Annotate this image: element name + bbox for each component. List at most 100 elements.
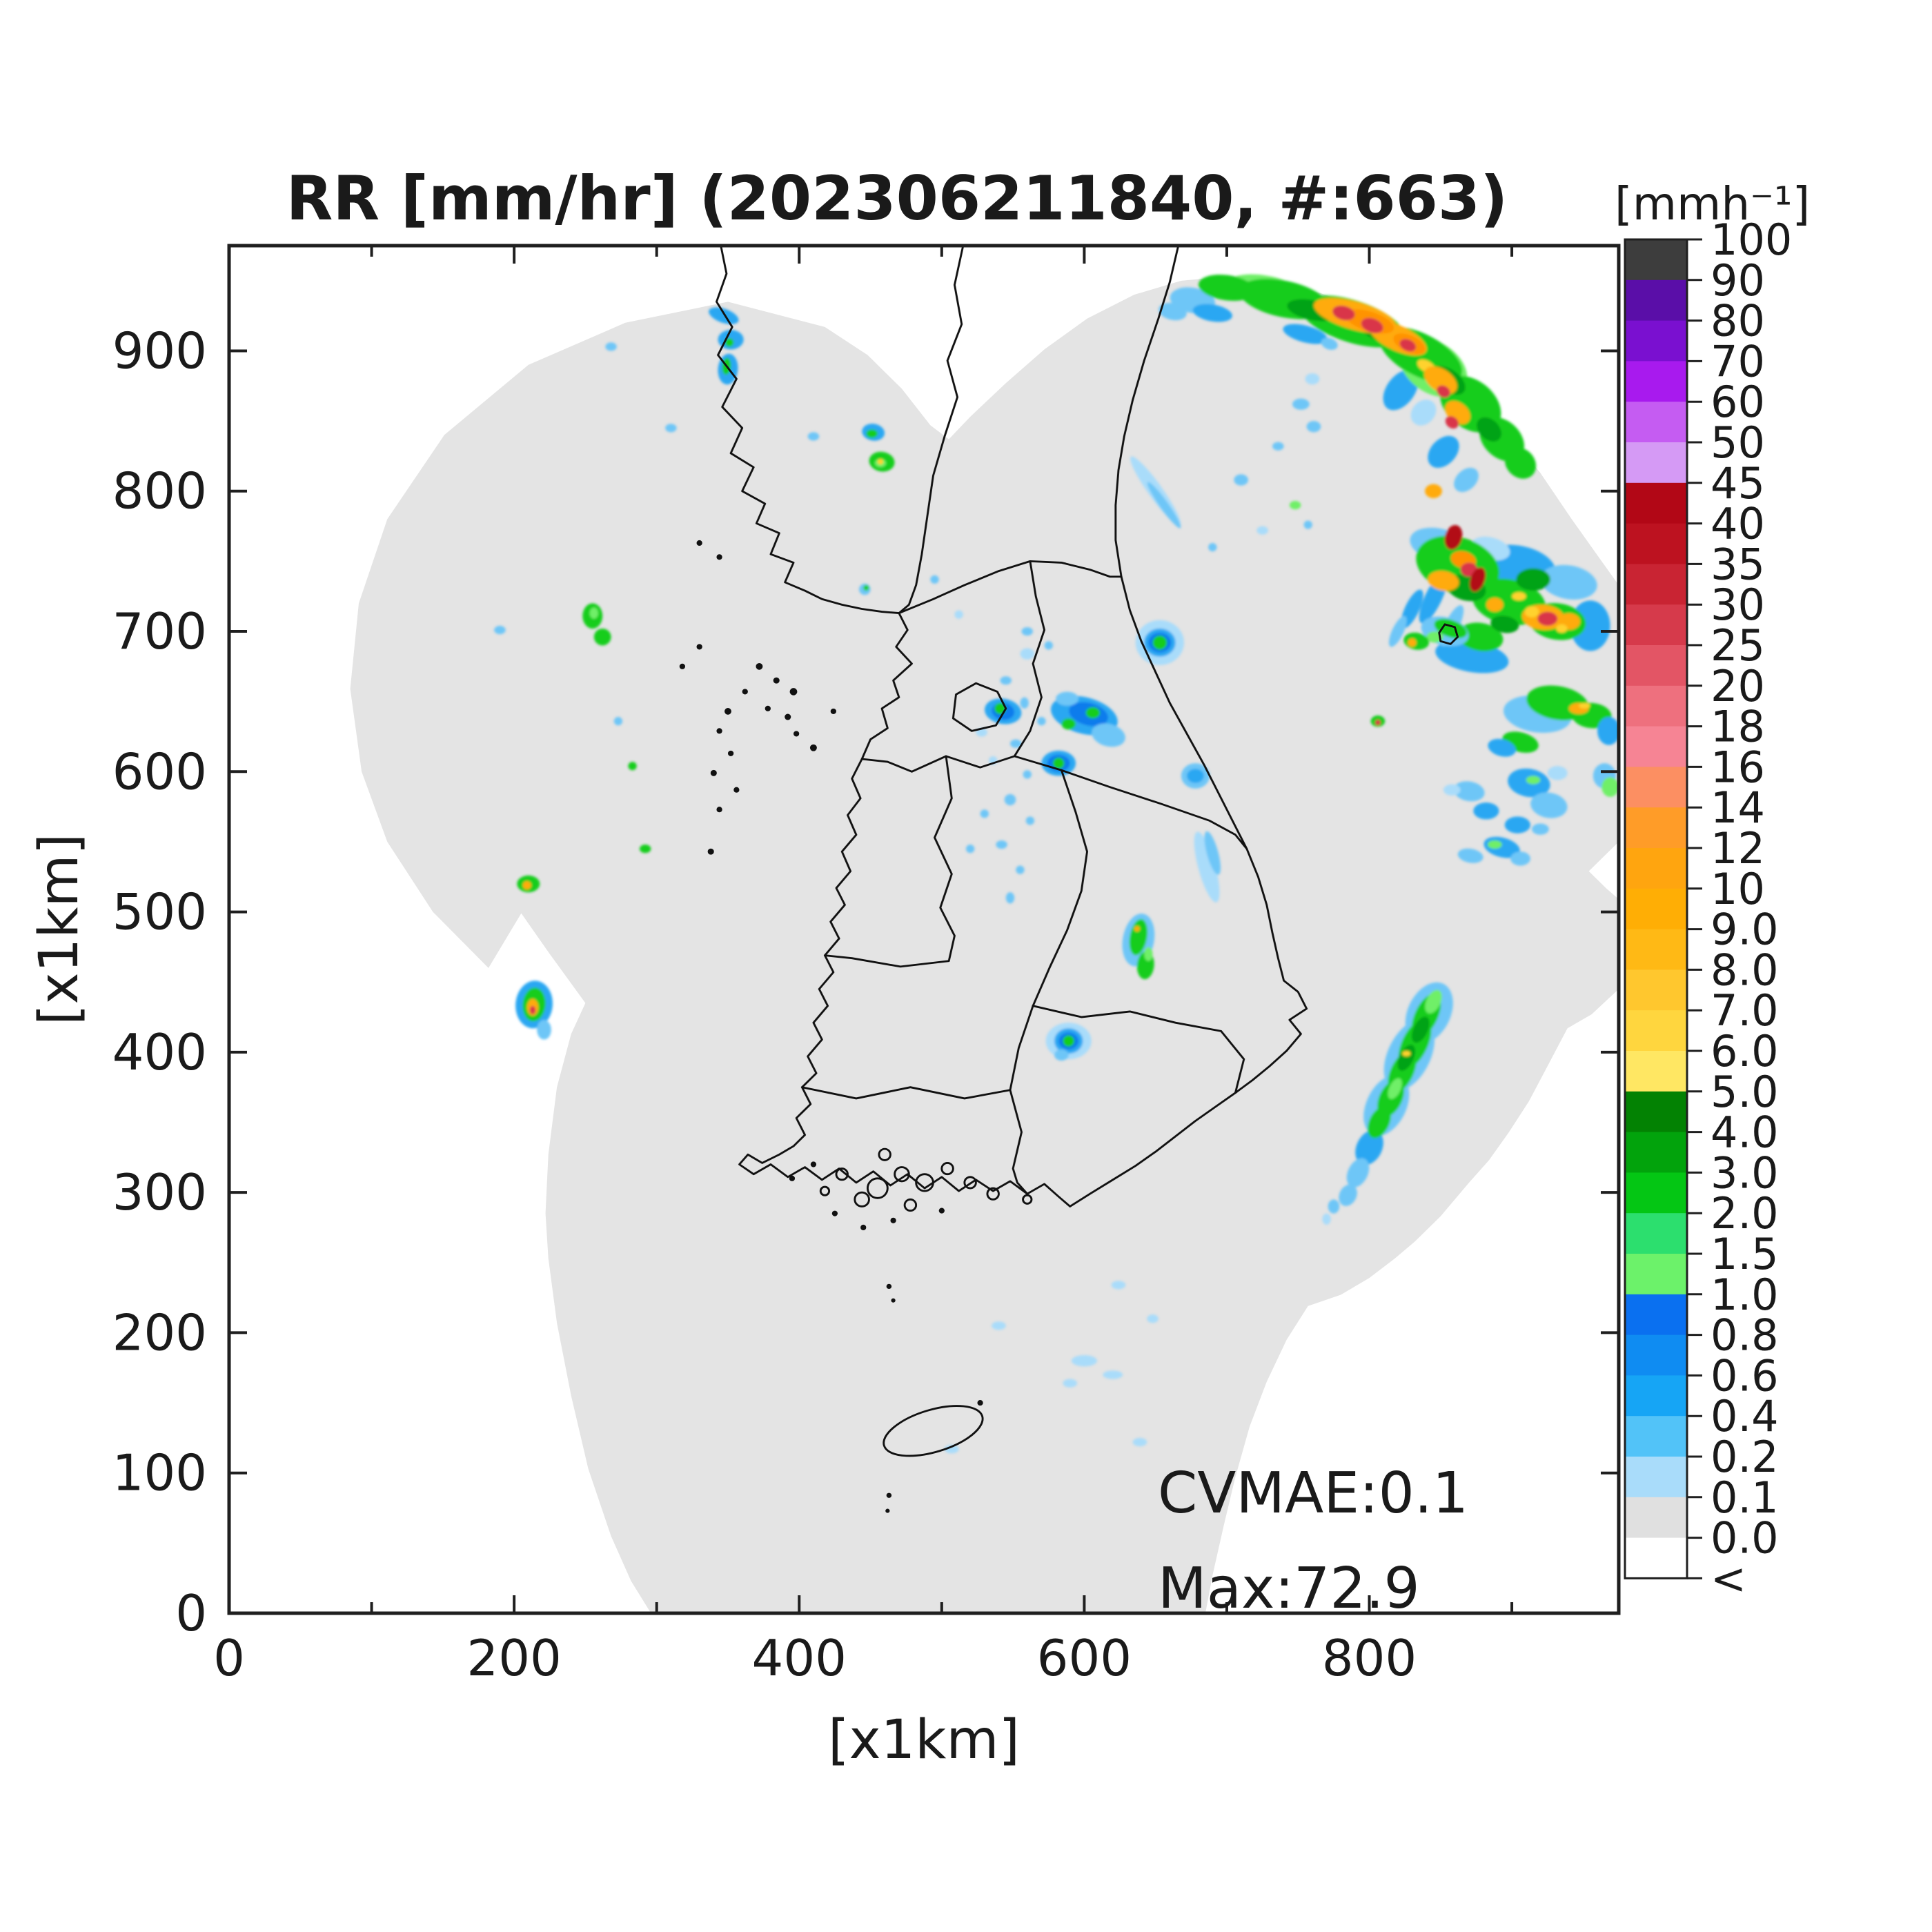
precipitation-echo [1388, 615, 1407, 647]
precipitation-echo-layer [494, 274, 1619, 1454]
province-border [1009, 1005, 1034, 1092]
precipitation-echo [863, 584, 869, 591]
precipitation-echo [537, 1020, 551, 1040]
colorbar-segment [1625, 1010, 1687, 1052]
colorbar: 100908070605045403530252018161412109.08.… [1624, 215, 1792, 1604]
colorbar-segment [1625, 1457, 1687, 1498]
island-outline [894, 1166, 910, 1183]
precipitation-echo [1063, 1035, 1074, 1047]
precipitation-echo [1256, 526, 1268, 535]
precipitation-echo [1025, 816, 1035, 825]
colorbar-segment [1625, 969, 1687, 1011]
precipitation-echo [1579, 702, 1590, 709]
colorbar-segment [1625, 1172, 1687, 1214]
precipitation-echo [1504, 447, 1537, 479]
precipitation-echo [1159, 302, 1187, 321]
precipitation-echo [1134, 925, 1140, 932]
y-axis-label: [x1km] [28, 834, 90, 1025]
island-outline [986, 1187, 1000, 1201]
precipitation-echo [1445, 416, 1459, 429]
colorbar-segment [1625, 1416, 1687, 1457]
colorbar-segment [1625, 1254, 1687, 1295]
precipitation-echo [1187, 769, 1204, 783]
colorbar-tick-label: 4.0 [1711, 1107, 1779, 1158]
province-border [823, 755, 956, 968]
x-tick-label: 0 [213, 1629, 245, 1687]
precipitation-echo [1601, 777, 1619, 797]
colorbar-tick-label: 3.0 [1711, 1147, 1779, 1198]
colorbar-segment [1625, 320, 1687, 362]
colorbar-tick-label: 12 [1711, 823, 1765, 874]
y-tick-label: 800 [112, 462, 207, 520]
seoul-boundary [952, 682, 1007, 732]
precipitation-echo [1437, 385, 1450, 398]
precipitation-echo [1000, 676, 1012, 685]
precipitation-echo [1192, 304, 1232, 322]
colorbar-tick-label: 0.0 [1711, 1513, 1779, 1564]
precipitation-echo [1434, 618, 1467, 639]
precipitation-echo [1292, 398, 1310, 410]
precipitation-echo [1037, 717, 1046, 726]
precipitation-echo [1486, 598, 1504, 612]
colorbar-segment [1625, 1375, 1687, 1417]
island-outline [854, 1191, 870, 1208]
province-border [1032, 1005, 1245, 1094]
precipitation-echo [1085, 707, 1101, 719]
precipitation-echo [1408, 638, 1417, 647]
precipitation-echo [1092, 723, 1125, 747]
colorbar-segment [1625, 1334, 1687, 1377]
precipitation-echo [1322, 1213, 1331, 1225]
precipitation-echo [1061, 718, 1076, 730]
colorbar-tick-label: 9.0 [1711, 905, 1779, 955]
precipitation-echo [930, 575, 939, 584]
precipitation-echo [1457, 622, 1504, 651]
precipitation-echo [1052, 757, 1065, 769]
precipitation-echo [605, 342, 617, 351]
colorbar-segment [1625, 685, 1687, 727]
precipitation-echo [1129, 919, 1147, 956]
colorbar-tick-label: 1.5 [1711, 1229, 1779, 1279]
precipitation-echo [1512, 592, 1526, 601]
colorbar-segment [1625, 279, 1687, 322]
colorbar-segment [1625, 604, 1687, 646]
colorbar-tick-label: 16 [1711, 742, 1765, 792]
colorbar-segment [1625, 1213, 1687, 1254]
small-islands-layer [679, 540, 983, 1513]
precipitation-echo [1531, 823, 1549, 835]
precipitation-echo [1530, 792, 1568, 818]
precipitation-echo [639, 845, 651, 854]
colorbar-tick-label: 0.8 [1711, 1310, 1779, 1361]
precipitation-echo [1063, 1379, 1078, 1388]
colorbar-tick-label: 70 [1711, 336, 1765, 386]
colorbar-segment [1625, 442, 1687, 484]
precipitation-echo [1111, 1281, 1126, 1290]
colorbar-segment [1625, 767, 1687, 808]
colorbar-tick-label: 5.0 [1711, 1067, 1779, 1117]
x-tick-label: 200 [466, 1629, 561, 1687]
precipitation-echo [1361, 317, 1383, 333]
colorbar-segment [1625, 645, 1687, 687]
colorbar-segment [1625, 402, 1687, 443]
colorbar-tick-label: 60 [1711, 377, 1765, 427]
precipitation-echo [1339, 1184, 1357, 1206]
precipitation-echo [1368, 1106, 1391, 1138]
precipitation-echo [1283, 324, 1328, 344]
colorbar-tick-label: 7.0 [1711, 985, 1779, 1036]
precipitation-echo [1443, 784, 1461, 796]
colorbar-segment [1625, 361, 1687, 402]
precipitation-echo [1490, 615, 1519, 633]
y-tick-label: 900 [112, 322, 207, 379]
colorbar-tick-label: 1.0 [1711, 1270, 1779, 1320]
colorbar-tick-label: 50 [1711, 417, 1765, 468]
precipitation-echo [1444, 524, 1463, 550]
precipitation-echo [1009, 739, 1022, 748]
y-tick-label: 100 [112, 1444, 207, 1502]
colorbar-tick-label: 25 [1711, 620, 1765, 671]
island-outline [866, 1177, 889, 1199]
province-border [800, 1086, 1012, 1100]
colorbar-segment [1625, 1091, 1687, 1133]
precipitation-echo [877, 458, 884, 465]
island-outline [903, 1198, 918, 1212]
max-annotation: Max:72.9 [1158, 1556, 1420, 1621]
